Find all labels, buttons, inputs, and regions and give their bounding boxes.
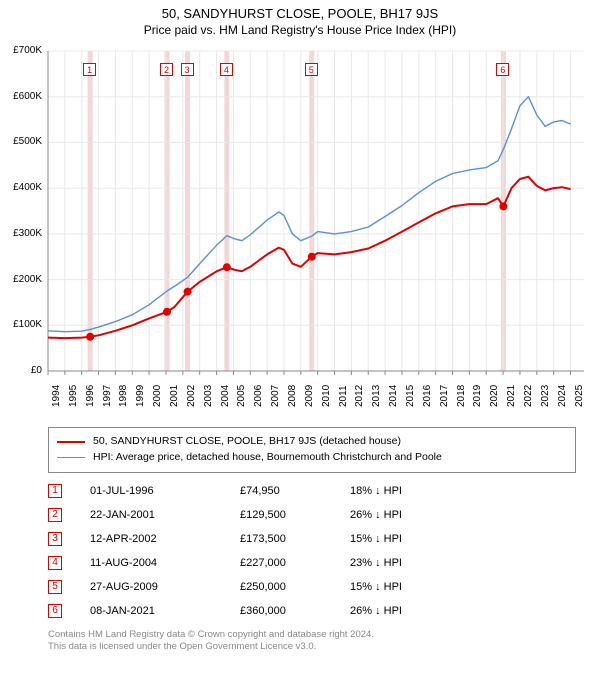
legend-swatch (57, 457, 85, 458)
table-price: £360,000 (240, 605, 350, 617)
x-tick-label: 2006 (253, 385, 264, 407)
x-tick-label: 2001 (169, 385, 180, 407)
footer-line-2: This data is licensed under the Open Gov… (48, 641, 576, 654)
table-date: 12-APR-2002 (90, 533, 240, 545)
legend-label: 50, SANDYHURST CLOSE, POOLE, BH17 9JS (d… (93, 434, 401, 450)
x-tick-label: 2017 (439, 385, 450, 407)
chart-marker-3: 3 (181, 63, 194, 76)
x-tick-label: 1994 (51, 385, 62, 407)
x-tick-label: 2023 (540, 385, 551, 407)
table-price: £74,950 (240, 485, 350, 497)
footer-line-1: Contains HM Land Registry data © Crown c… (48, 629, 576, 642)
table-marker: 1 (48, 484, 62, 498)
legend-item: HPI: Average price, detached house, Bour… (57, 450, 567, 466)
chart-marker-5: 5 (305, 63, 318, 76)
x-tick-label: 2016 (422, 385, 433, 407)
y-tick-label: £700K (2, 45, 42, 56)
table-marker: 5 (48, 580, 62, 594)
x-tick-label: 2020 (489, 385, 500, 407)
table-pct: 15% ↓ HPI (350, 581, 460, 593)
chart-marker-6: 6 (496, 63, 509, 76)
chart-title: 50, SANDYHURST CLOSE, POOLE, BH17 9JS (0, 0, 600, 21)
legend-label: HPI: Average price, detached house, Bour… (93, 450, 442, 466)
table-row: 6 08-JAN-2021£360,00026% ↓ HPI (48, 599, 576, 623)
x-tick-label: 2008 (287, 385, 298, 407)
table-pct: 15% ↓ HPI (350, 533, 460, 545)
table-pct: 18% ↓ HPI (350, 485, 460, 497)
y-tick-label: £500K (2, 136, 42, 147)
table-row: 2 22-JAN-2001£129,50026% ↓ HPI (48, 503, 576, 527)
table-marker: 2 (48, 508, 62, 522)
x-tick-label: 2012 (354, 385, 365, 407)
x-tick-label: 1997 (102, 385, 113, 407)
x-tick-label: 2018 (456, 385, 467, 407)
x-tick-label: 1996 (85, 385, 96, 407)
x-tick-label: 1999 (135, 385, 146, 407)
chart-area: £0 £100K £200K £300K £400K £500K £600K £700K 199… (0, 41, 600, 421)
x-tick-label: 2009 (304, 385, 315, 407)
table-marker: 3 (48, 532, 62, 546)
table-row: 3 12-APR-2002£173,50015% ↓ HPI (48, 527, 576, 551)
chart-svg (0, 41, 600, 421)
x-tick-label: 1998 (118, 385, 129, 407)
table-date: 11-AUG-2004 (90, 557, 240, 569)
y-tick-label: £0 (2, 365, 42, 376)
x-tick-label: 2022 (523, 385, 534, 407)
x-tick-label: 2004 (220, 385, 231, 407)
x-tick-label: 2011 (338, 385, 349, 407)
chart-subtitle: Price paid vs. HM Land Registry's House … (0, 21, 600, 41)
y-tick-label: £300K (2, 228, 42, 239)
table-price: £129,500 (240, 509, 350, 521)
table-pct: 23% ↓ HPI (350, 557, 460, 569)
x-tick-label: 2007 (270, 385, 281, 407)
table-date: 08-JAN-2021 (90, 605, 240, 617)
table-price: £173,500 (240, 533, 350, 545)
x-tick-label: 2019 (472, 385, 483, 407)
x-tick-label: 2014 (388, 385, 399, 407)
x-tick-label: 2000 (152, 385, 163, 407)
x-tick-label: 2013 (371, 385, 382, 407)
y-tick-label: £200K (2, 274, 42, 285)
table-price: £227,000 (240, 557, 350, 569)
x-tick-label: 2024 (557, 385, 568, 407)
sales-table: 1 01-JUL-1996£74,95018% ↓ HPI 2 22-JAN-2001… (48, 479, 576, 623)
table-price: £250,000 (240, 581, 350, 593)
table-date: 01-JUL-1996 (90, 485, 240, 497)
y-tick-label: £600K (2, 91, 42, 102)
x-tick-label: 2010 (321, 385, 332, 407)
table-marker: 4 (48, 556, 62, 570)
table-row: 1 01-JUL-1996£74,95018% ↓ HPI (48, 479, 576, 503)
chart-marker-2: 2 (160, 63, 173, 76)
legend-item: 50, SANDYHURST CLOSE, POOLE, BH17 9JS (d… (57, 434, 567, 450)
x-tick-label: 2002 (186, 385, 197, 407)
table-date: 22-JAN-2001 (90, 509, 240, 521)
table-marker: 6 (48, 604, 62, 618)
x-tick-label: 2015 (405, 385, 416, 407)
table-pct: 26% ↓ HPI (350, 509, 460, 521)
x-tick-label: 2021 (506, 385, 517, 407)
y-tick-label: £100K (2, 319, 42, 330)
y-tick-label: £400K (2, 182, 42, 193)
table-pct: 26% ↓ HPI (350, 605, 460, 617)
footer-attribution: Contains HM Land Registry data © Crown c… (48, 629, 576, 655)
legend: 50, SANDYHURST CLOSE, POOLE, BH17 9JS (d… (48, 427, 576, 473)
x-tick-label: 2025 (574, 385, 585, 407)
x-tick-label: 1995 (68, 385, 79, 407)
table-row: 5 27-AUG-2009£250,00015% ↓ HPI (48, 575, 576, 599)
table-row: 4 11-AUG-2004£227,00023% ↓ HPI (48, 551, 576, 575)
x-tick-label: 2005 (236, 385, 247, 407)
x-tick-label: 2003 (203, 385, 214, 407)
chart-marker-4: 4 (220, 63, 233, 76)
table-date: 27-AUG-2009 (90, 581, 240, 593)
legend-swatch (57, 441, 85, 443)
chart-marker-1: 1 (83, 63, 96, 76)
